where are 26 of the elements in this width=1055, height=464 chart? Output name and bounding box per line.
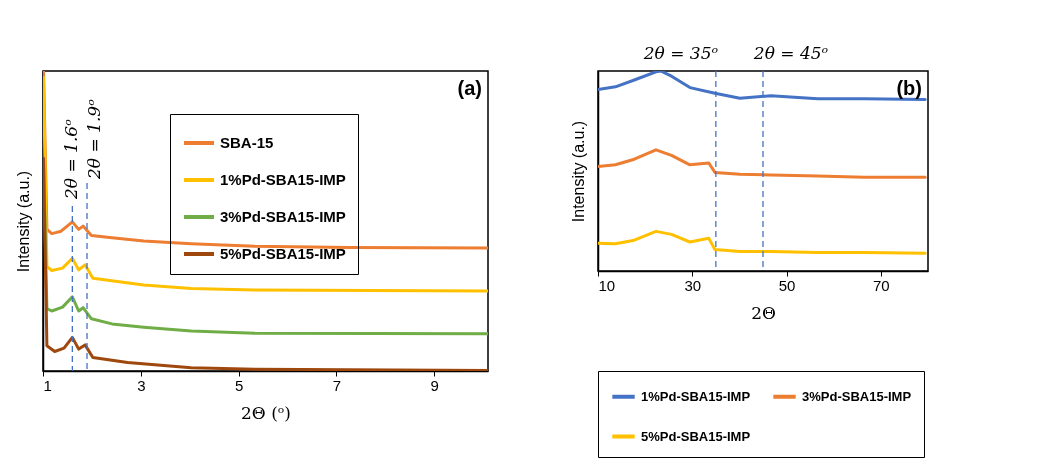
ref-line-label: 2θ = 1.9ᵒ [84, 98, 105, 180]
x-tick-label: 70 [873, 276, 890, 294]
x-tick-label: 7 [332, 376, 342, 394]
ref-line-label: 2θ = 1.6ᵒ [61, 118, 82, 200]
x-tick-label: 5 [234, 376, 244, 394]
x-tick-label: 50 [778, 276, 796, 294]
y-axis-title: Intensity (a.u.) [569, 120, 587, 223]
x-tick-label: 3 [137, 376, 146, 394]
y-axis-title: Intensity (a.u.) [14, 170, 32, 273]
x-axis-title: 2Θ [751, 302, 776, 323]
ref-line-label: 2θ = 35ᵒ [642, 43, 719, 63]
legend-label: 3%Pd-SBA15-IMP [802, 388, 912, 404]
x-tick-label: 10 [598, 276, 616, 294]
legend-label: 1%Pd-SBA15-IMP [641, 388, 751, 404]
annotation: (b) [896, 77, 922, 99]
ref-line-label: 2θ = 45ᵒ [752, 43, 829, 63]
x-tick-label: 30 [684, 276, 702, 294]
annotation: (a) [457, 77, 482, 99]
legend-label: 5%Pd-SBA15-IMP [220, 245, 346, 262]
x-tick-label: 1 [43, 376, 52, 394]
legend-label: 5%Pd-SBA15-IMP [641, 428, 751, 444]
legend-label: 3%Pd-SBA15-IMP [220, 208, 346, 225]
legend-label: SBA-15 [220, 134, 274, 151]
x-axis-title: 2Θ (ᵒ) [241, 402, 291, 423]
x-tick-label: 9 [430, 376, 439, 394]
legend-label: 1%Pd-SBA15-IMP [220, 171, 346, 188]
